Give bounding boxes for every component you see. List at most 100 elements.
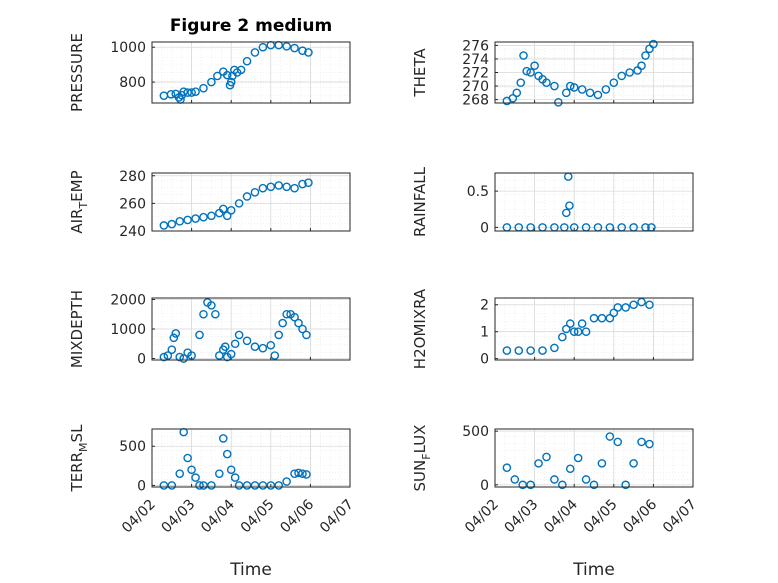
- data-point: [187, 88, 196, 97]
- data-point: [169, 333, 179, 343]
- figure-title: Figure 2 medium: [170, 16, 332, 36]
- y-tick-label: 1: [480, 325, 489, 341]
- data-point: [218, 204, 228, 214]
- axes-box: [494, 172, 694, 232]
- data-point: [538, 346, 547, 355]
- data-point: [211, 309, 220, 319]
- data-point: [234, 481, 244, 490]
- data-point: [242, 336, 252, 346]
- data-point: [302, 470, 311, 479]
- data-point: [199, 83, 208, 93]
- x-tick-label: 04/06: [277, 496, 317, 536]
- data-point: [565, 201, 574, 210]
- data-point: [542, 452, 551, 462]
- data-point: [625, 68, 634, 77]
- data-point: [645, 300, 654, 310]
- data-point: [565, 464, 575, 474]
- data-point: [550, 475, 559, 484]
- data-point: [179, 354, 188, 363]
- data-point: [601, 85, 611, 94]
- data-point: [550, 81, 559, 91]
- data-point: [508, 93, 518, 103]
- data-point: [282, 309, 291, 319]
- data-point: [258, 183, 268, 193]
- data-point: [242, 192, 252, 201]
- data-point: [609, 308, 619, 318]
- data-point: [159, 481, 169, 490]
- data-point: [220, 342, 230, 352]
- data-point: [516, 78, 526, 87]
- data-point: [502, 463, 512, 472]
- data-point: [597, 313, 607, 323]
- y-axis-label: AIRTEMP: [68, 170, 90, 233]
- y-tick-label: 2000: [110, 292, 146, 308]
- data-point: [167, 219, 177, 229]
- data-point: [304, 48, 313, 57]
- data-point: [613, 303, 623, 312]
- data-point: [519, 51, 528, 60]
- data-point: [234, 199, 244, 208]
- data-point: [236, 65, 246, 75]
- data-point: [282, 42, 291, 51]
- data-point: [191, 214, 200, 223]
- axes-box: [151, 41, 351, 104]
- y-tick-label: 1000: [110, 40, 146, 56]
- data-point: [199, 212, 208, 222]
- data-point: [298, 469, 307, 478]
- data-point: [581, 327, 591, 336]
- data-point: [250, 481, 260, 490]
- y-tick-label: 0: [137, 352, 146, 368]
- y-tick-label: 2: [480, 298, 489, 314]
- subplot-sun-flux: 0 500 04/02 04/03 04/04 04/05 04/06 04/07 SUNFLU…: [411, 424, 700, 536]
- data-point: [179, 87, 188, 96]
- data-point: [274, 481, 284, 490]
- data-point: [207, 77, 216, 87]
- data-point: [183, 88, 192, 97]
- data-point: [605, 313, 615, 323]
- data-point: [230, 473, 240, 482]
- y-axis-label: SUNFLUX: [411, 425, 433, 492]
- data-point: [226, 77, 236, 87]
- data-point: [573, 453, 583, 463]
- data-point: [290, 183, 299, 193]
- data-point: [234, 330, 244, 340]
- data-point: [250, 188, 260, 197]
- data-point: [199, 309, 208, 319]
- data-point: [561, 88, 571, 98]
- data-point: [266, 340, 276, 350]
- data-point: [258, 42, 268, 52]
- data-point: [641, 51, 650, 60]
- data-point: [512, 88, 522, 98]
- data-point: [242, 481, 252, 490]
- data-point: [621, 480, 630, 490]
- x-tick-label: 04/02: [119, 497, 159, 537]
- data-point: [304, 178, 313, 187]
- data-point: [613, 437, 623, 447]
- data-point: [510, 475, 520, 484]
- y-tick-label: 500: [119, 439, 146, 455]
- data-point: [502, 346, 512, 355]
- data-point: [226, 205, 236, 215]
- data-point: [554, 98, 563, 107]
- data-point: [207, 211, 216, 221]
- data-point: [585, 88, 595, 98]
- y-tick-label: 0: [480, 478, 489, 494]
- data-point: [163, 351, 173, 360]
- data-point: [258, 481, 268, 490]
- data-point: [278, 318, 287, 328]
- data-point: [526, 480, 535, 490]
- y-axis-label: H2OMIXRA: [411, 288, 429, 369]
- data-point: [226, 349, 236, 359]
- data-point: [561, 208, 571, 218]
- data-point: [298, 179, 307, 189]
- data-point: [166, 89, 176, 99]
- axes-box: [494, 297, 694, 361]
- data-point: [266, 481, 276, 490]
- data-point: [215, 469, 224, 478]
- data-point: [250, 48, 260, 57]
- data-point: [589, 480, 599, 490]
- data-point: [558, 480, 567, 490]
- data-point: [218, 434, 228, 443]
